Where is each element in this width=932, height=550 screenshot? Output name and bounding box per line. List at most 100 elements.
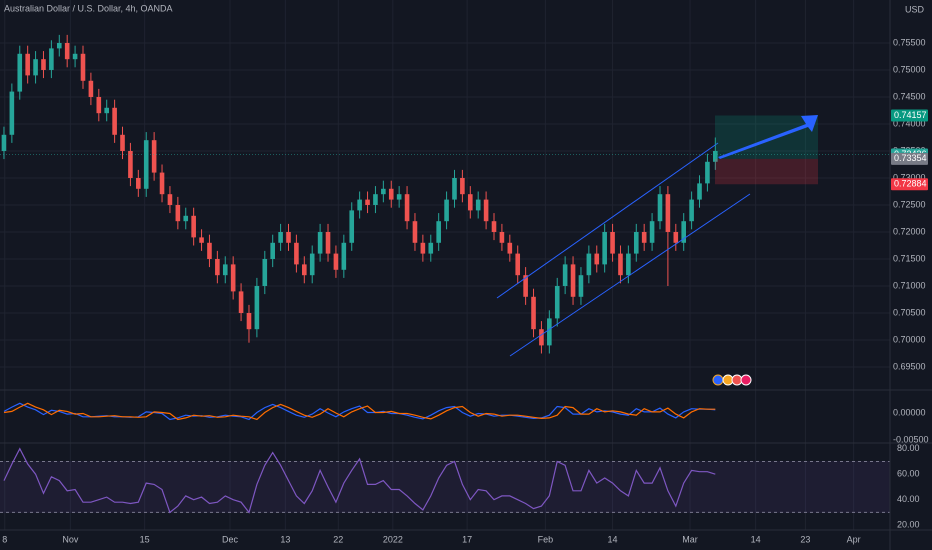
forecast-arrow — [718, 115, 818, 159]
candle-body — [483, 199, 489, 222]
candle-body — [88, 80, 94, 97]
candle-body — [128, 150, 133, 178]
candle-body — [388, 188, 394, 200]
candle-body — [491, 221, 497, 232]
x-tick-label: 23 — [800, 534, 810, 544]
y-tick-label: 0.69500 — [893, 361, 926, 371]
channel-lower — [509, 193, 751, 357]
signal-line — [3, 402, 716, 421]
candle-body — [539, 329, 544, 346]
candle-body — [56, 42, 62, 49]
x-tick-label: Feb — [538, 534, 554, 544]
rsi-tick-label: 40.00 — [897, 494, 920, 504]
candle-body — [633, 231, 639, 254]
candle-body — [396, 194, 402, 200]
candle-body — [689, 199, 694, 222]
candle-body — [294, 242, 299, 265]
y-tick-label: 0.74000 — [893, 118, 926, 128]
candle-body — [373, 194, 378, 205]
candle-body — [404, 194, 410, 222]
candle-body — [309, 253, 315, 276]
candle-body — [199, 237, 204, 243]
candle-body — [444, 199, 449, 222]
price-tag-label: 0.74157 — [894, 110, 927, 120]
price-tag — [891, 152, 928, 165]
x-tick-label: 13 — [280, 534, 290, 544]
candle-body — [143, 140, 149, 189]
x-tick-label: 8 — [2, 534, 7, 544]
candle-body — [262, 258, 268, 286]
x-tick-label: 17 — [462, 534, 472, 544]
tool-layer — [0, 115, 890, 185]
stop-zone — [715, 158, 818, 185]
candle-body — [697, 183, 702, 200]
candle-body — [33, 59, 38, 76]
x-tick-label: 14 — [751, 534, 761, 544]
rsi-line — [3, 447, 716, 514]
x-tick-label: Nov — [62, 534, 79, 544]
candle-body — [515, 253, 521, 276]
candle-body — [230, 264, 236, 292]
candle-body — [641, 231, 647, 243]
y-tick-label: 0.75000 — [893, 64, 926, 74]
icon — [712, 374, 724, 386]
candle-body — [341, 242, 347, 270]
price-tag — [891, 178, 928, 191]
candle-body — [349, 210, 355, 243]
candle-body — [475, 199, 481, 211]
candle-body — [428, 242, 434, 254]
candle-body — [705, 161, 710, 184]
candle-body — [649, 221, 655, 243]
candle-body — [80, 53, 86, 81]
candle-body — [49, 48, 54, 70]
macd-tick-label: -0.00500 — [893, 434, 929, 444]
candle-body — [96, 96, 102, 114]
currency-label: USD — [905, 4, 925, 14]
candle-body — [626, 253, 631, 276]
candle-body — [191, 215, 196, 238]
candle-body — [507, 242, 513, 254]
candle-body — [270, 242, 275, 259]
candle-body — [1, 134, 7, 151]
rsi-tick-label: 20.00 — [897, 520, 920, 530]
candle-body — [317, 231, 323, 254]
y-tick-label: 0.71500 — [893, 253, 926, 263]
candle-body — [531, 296, 536, 330]
y-tick-label: 0.74500 — [893, 91, 926, 101]
x-tick-label: 14 — [608, 534, 618, 544]
candle-body — [523, 275, 528, 297]
candle-body — [602, 231, 607, 265]
candle-body — [452, 177, 457, 200]
candle-body — [159, 172, 165, 195]
candle-body — [215, 258, 220, 276]
candle-body — [325, 231, 331, 254]
candle-body — [420, 242, 426, 254]
y-tick-label: 0.71000 — [893, 280, 926, 290]
candle-body — [183, 215, 189, 222]
y-tick-label: 0.70000 — [893, 334, 926, 344]
candle-body — [238, 291, 244, 313]
candle-body — [554, 285, 560, 319]
candle-body — [610, 231, 615, 254]
candle-body — [618, 253, 623, 276]
candle-body — [365, 199, 370, 205]
macd-tick-label: 0.00000 — [893, 407, 926, 417]
indicator-icons — [712, 374, 752, 386]
candle-body — [657, 194, 663, 222]
x-tick-label: 22 — [333, 534, 343, 544]
candle-body — [112, 107, 117, 135]
target-zone — [715, 115, 818, 159]
candle-body — [436, 221, 441, 243]
candle-body — [286, 231, 291, 243]
chart-title: Australian Dollar / U.S. Dollar, 4h, OAN… — [4, 3, 173, 13]
candle-body — [64, 42, 70, 60]
candle-body — [499, 231, 505, 243]
candle-body — [713, 150, 718, 162]
candle-body — [562, 264, 568, 286]
rsi-tick-label: 60.00 — [897, 469, 920, 479]
rsi-tick-label: 80.00 — [897, 443, 920, 453]
candle-body — [547, 318, 552, 346]
candle-body — [175, 204, 181, 222]
candle-body — [333, 253, 339, 270]
